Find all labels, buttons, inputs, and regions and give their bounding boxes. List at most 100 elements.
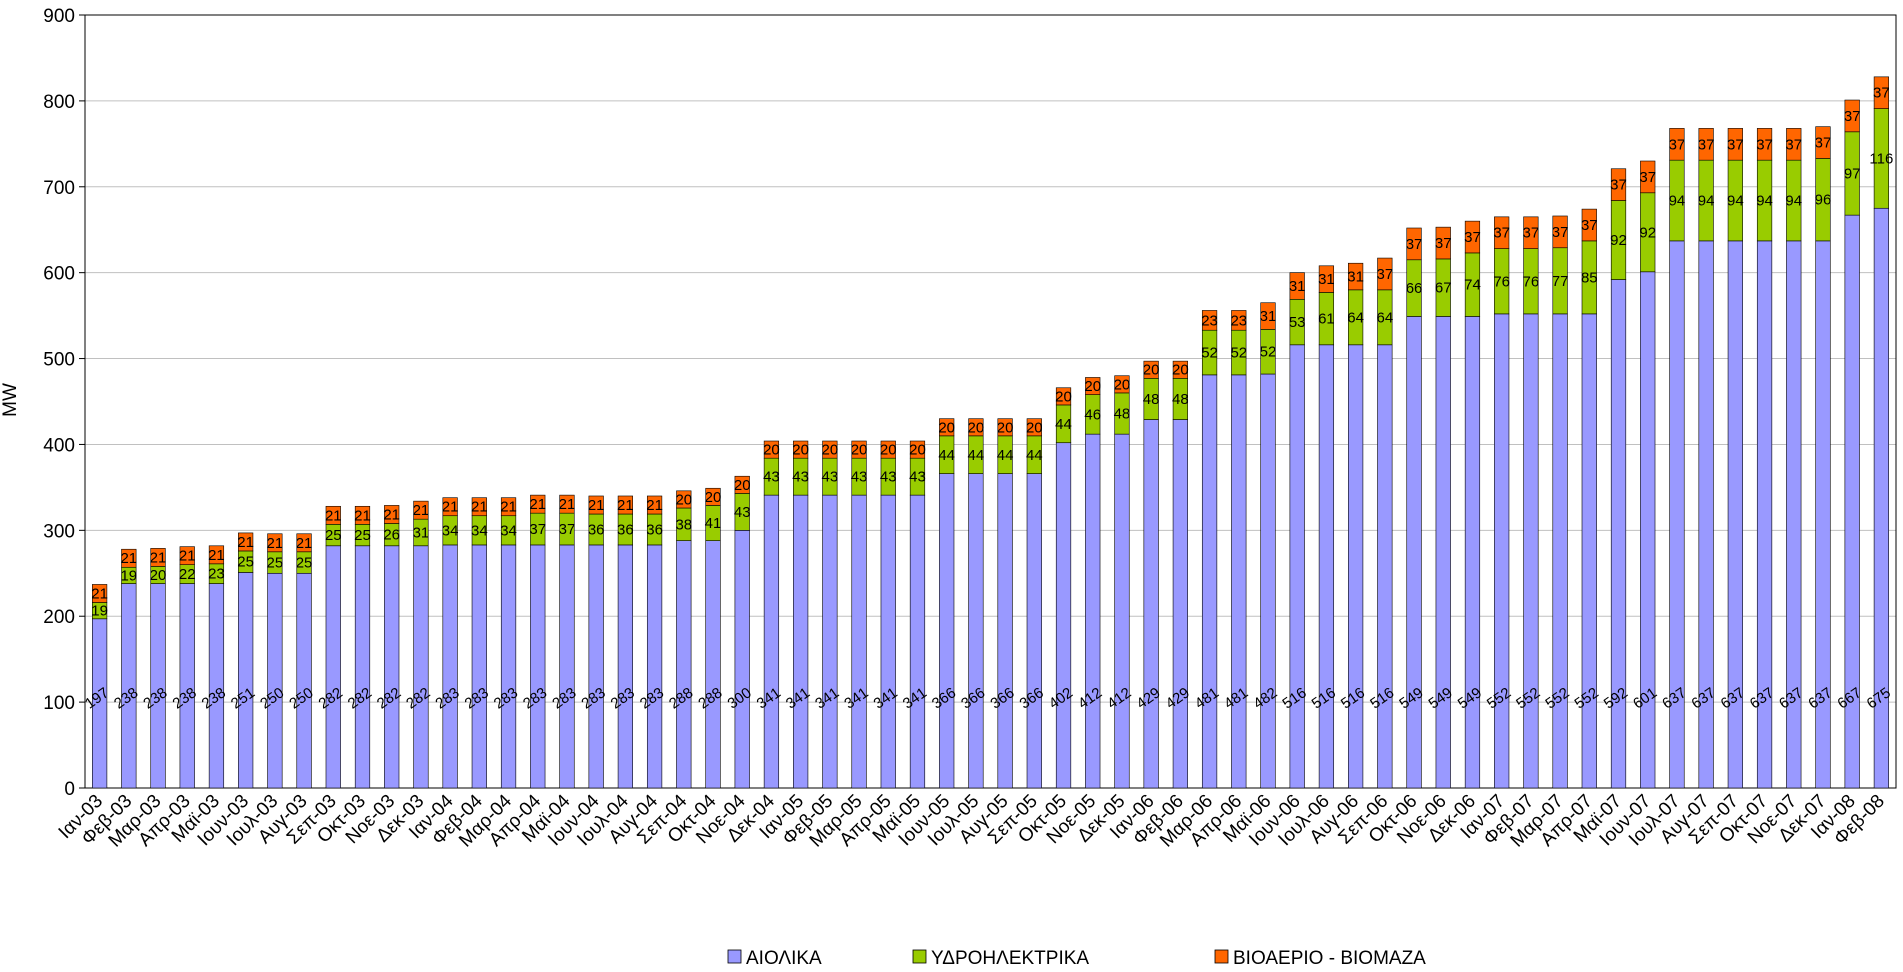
bar-segment [354,505,371,525]
data-label: 34 [471,522,488,539]
bar-segment [1289,344,1305,789]
data-label: 43 [880,469,897,486]
bar-segment [1289,272,1305,300]
data-label: 67 [1435,280,1452,297]
bar-segment [442,544,458,789]
bar-segment [1610,279,1627,789]
data-label: 20 [792,442,809,459]
data-label: 20 [1055,388,1072,405]
data-label: 341 [871,684,901,712]
data-label: 21 [529,496,546,513]
data-label: 429 [1133,684,1163,712]
bar-segment [296,533,312,553]
data-label: 21 [354,507,371,524]
data-label: 44 [938,447,955,464]
y-axis-label: MW [0,383,21,417]
data-label: 20 [909,442,926,459]
bar-segment [471,497,487,517]
data-label: 341 [754,684,784,712]
data-label: 61 [1318,311,1335,328]
data-label: 21 [588,497,605,514]
bar-segment [939,418,955,437]
data-label: 96 [1815,192,1832,209]
bar-segment [1318,265,1335,293]
data-label: 64 [1347,309,1364,326]
data-label: 592 [1601,684,1631,712]
bar-segment [1464,316,1481,789]
data-label: 637 [1718,684,1748,712]
data-label: 37 [1756,136,1773,153]
bar-segment [500,544,517,789]
data-label: 251 [228,684,258,712]
bar-segment [1786,128,1802,161]
data-label: 48 [1143,391,1160,408]
data-label: 37 [529,521,546,538]
data-label: 20 [1084,378,1101,395]
data-label: 20 [968,419,985,436]
data-label: 21 [617,497,634,514]
data-label: 412 [1075,684,1105,712]
data-label: 94 [1756,193,1773,210]
data-label: 25 [325,527,342,544]
bar-segment [793,494,809,789]
data-label: 21 [500,499,517,516]
bar-segment [1377,257,1393,291]
data-label: 48 [1172,391,1189,408]
data-label: 20 [705,489,722,506]
bar-segment [238,572,254,789]
data-label: 19 [120,567,137,584]
bar-segment [1581,208,1597,242]
data-label: 601 [1630,684,1660,712]
legend-swatch [912,949,927,964]
data-label: 23 [1201,312,1218,329]
bar-segment [1523,313,1539,789]
bar-segment [1435,316,1451,789]
data-label: 238 [199,684,229,712]
legend-label: ΑΙΟΛΙΚΑ [746,948,822,969]
bar-segment [851,440,867,459]
bar-segment [939,473,955,789]
data-label: 20 [1114,376,1131,393]
data-label: 675 [1864,684,1894,712]
data-label: 48 [1114,406,1131,423]
bar-segment [1114,375,1130,394]
bar-segment [588,544,604,789]
data-label: 20 [1172,362,1189,379]
bar-segment [851,494,867,789]
y-tick-label: 700 [43,178,75,199]
data-label: 94 [1785,193,1802,210]
bar-segment [909,494,926,789]
data-label: 250 [286,684,316,712]
data-label: 20 [938,419,955,436]
bar-segment [92,584,108,603]
data-label: 282 [316,684,346,712]
data-label: 21 [646,497,663,514]
data-label: 53 [1289,314,1306,331]
bar-segment [646,544,663,789]
y-tick-label: 500 [43,350,75,371]
data-label: 20 [1143,362,1160,379]
bar-segment [588,495,604,515]
data-label: 282 [374,684,404,712]
data-label: 37 [1523,225,1540,242]
data-label: 20 [997,419,1014,436]
data-label: 25 [237,554,254,571]
data-label: 37 [1785,136,1802,153]
bar-segment [1172,360,1188,379]
data-label: 94 [1669,193,1686,210]
legend-swatch [1214,949,1229,964]
data-label: 341 [783,684,813,712]
data-label: 36 [588,521,605,538]
bar-segment [734,530,750,789]
data-label: 85 [1581,269,1598,286]
bar-segment [880,440,896,459]
data-label: 516 [1338,684,1368,712]
bar-segment [530,544,546,789]
data-label: 288 [666,684,696,712]
data-label: 21 [150,549,167,566]
bar-segment [296,572,312,789]
bar-segment [1377,344,1393,789]
bar-segment [1026,418,1042,437]
data-label: 44 [1055,416,1072,433]
data-label: 34 [500,522,517,539]
